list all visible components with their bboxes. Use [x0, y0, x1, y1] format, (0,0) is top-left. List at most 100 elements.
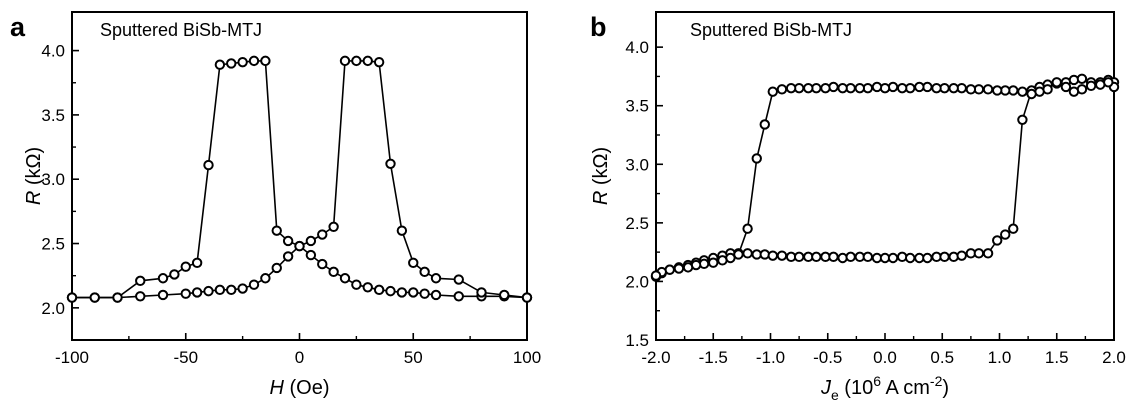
panel-b-series-1-point — [742, 248, 753, 259]
panel-a-series-1-point — [419, 288, 430, 299]
panel-a-series-1-point — [237, 283, 248, 294]
panel-a-series-1-point — [191, 287, 203, 298]
panel-a-series-2-point — [408, 257, 419, 269]
panel-a-series-1-point — [385, 285, 396, 297]
panel-b-series-1-point — [956, 250, 967, 261]
panel-b-series-1-point — [939, 251, 950, 263]
panel-a-series-1-point — [305, 249, 317, 261]
panel-b-series-1-point — [1000, 229, 1011, 240]
panel-b-y-tick-label: 2.0 — [625, 272, 649, 291]
panel-b-series-1-point — [1068, 74, 1080, 86]
panel-a-series-2-point — [499, 289, 510, 301]
panel-b-series-2-point — [776, 84, 788, 95]
panel-b-series-2-point — [1060, 81, 1072, 93]
panel-b-chart: -2.0 -1.5 -1.0 -0.5 0.0 0.5 1.0 1.5 2.0 1.5 2.0 2.5… — [590, 11, 1126, 403]
panel-b-series-1-point — [973, 248, 985, 259]
panel-a-series-2-point — [203, 159, 214, 171]
panel-b-x-tick-label: 2.0 — [1102, 348, 1126, 367]
panel-a-series-1-point — [408, 287, 419, 298]
panel-b-series-2-point — [751, 153, 762, 164]
panel-a-series-2-point — [305, 235, 317, 247]
panel-b-y-tick-label: 1.5 — [625, 331, 649, 350]
panel-a-series-2-point — [191, 257, 203, 269]
panel-a-series-2-point — [419, 266, 430, 278]
panel-a-series-1-point — [180, 288, 191, 299]
panel-a-series-2-point — [260, 55, 271, 67]
panel-a-series-1-point — [271, 262, 282, 274]
panel-b-series-2-point — [948, 82, 959, 94]
panel-b-x-tick-label: -0.5 — [813, 348, 842, 367]
panel-a-y-tick-label: 4.0 — [41, 42, 65, 61]
panel-a-series-1-point — [226, 284, 237, 296]
panel-a-series-2-point — [226, 58, 237, 69]
panel-b-series-1-point — [1008, 223, 1019, 234]
panel-a-annotation: Sputtered BiSb-MTJ — [100, 20, 262, 40]
panel-a-series-2-point — [339, 55, 351, 67]
panel-a-series-1-point — [430, 289, 442, 301]
panel-a-series-2-point — [351, 55, 362, 67]
panel-b-x-tick-label: 0.0 — [873, 348, 897, 367]
panel-b-series-2-line — [655, 81, 1115, 277]
panel-b-series-2-point — [1085, 80, 1097, 92]
panel-a-series-1-point — [203, 285, 214, 297]
panel-b-series-2-point — [879, 82, 891, 94]
panel-a-series-2-point — [476, 287, 487, 298]
panel-b-series-2-point — [698, 258, 710, 270]
panel-b-series-2-point — [803, 82, 814, 94]
panel-b-series-2-point — [1026, 88, 1037, 100]
panel-a-series-1-point — [396, 287, 408, 298]
panel-b-series-2-point — [673, 263, 685, 274]
panel-a-series-2-point — [112, 292, 123, 303]
panel-a-series-1-point — [351, 279, 362, 290]
panel-b-series-1-point — [811, 251, 822, 263]
panel-a-y-axis-title: R (kΩ) — [23, 147, 45, 205]
panel-b-series-2-point — [828, 81, 839, 93]
panel-a-series-2-point — [294, 240, 305, 252]
panel-b-series-1-point — [845, 251, 856, 263]
panel-b-x-tick-label: 1.5 — [1045, 348, 1069, 367]
panel-b-annotation: Sputtered BiSb-MTJ — [690, 20, 852, 40]
panel-a-series-2-point — [89, 292, 100, 303]
panel-b-series-1-point — [759, 249, 770, 260]
panel-a-series-1-point — [135, 291, 146, 302]
panel-b-series-1-point — [828, 251, 839, 263]
panel-b-series-2-point — [1051, 77, 1062, 88]
panel-b-series-1-point — [776, 250, 788, 261]
panel-a-series-2-point — [169, 269, 180, 280]
panel-a-series-2-point — [180, 261, 191, 272]
panel-a-series-2-point — [328, 221, 339, 233]
panel-a-x-tick-label: -50 — [173, 348, 198, 367]
panel-a-y-tick-label: 2.5 — [41, 235, 65, 254]
panel-a-label: a — [10, 12, 26, 42]
panel-a-x-tick-label: -100 — [55, 348, 89, 367]
panel-a-series-1-point — [260, 273, 271, 284]
panel-b-series-2-point — [682, 262, 694, 273]
panel-a-series-2-line — [72, 60, 528, 299]
panel-b-series-1-point — [982, 248, 994, 259]
panel-b-series-1-point — [767, 250, 778, 261]
panel-b-series-2-point — [785, 82, 797, 94]
panel-a-series-2-point — [362, 55, 373, 67]
panel-b-series-2-point — [650, 270, 662, 281]
panel-a-series-1-point — [362, 282, 373, 293]
panel-b-series-2-point — [1095, 79, 1106, 90]
panel-a-series-1-point — [373, 284, 385, 296]
panel-b-series-2-point — [708, 257, 719, 268]
panel-a-series-2-point — [271, 225, 282, 236]
panel-b-x-tick-label: -1.0 — [756, 348, 785, 367]
panel-a-series-1-point — [214, 284, 226, 296]
panel-a-series-2-point — [282, 235, 294, 247]
panel-a-series-1-point — [317, 258, 328, 270]
panel-b-series-2-point — [914, 81, 925, 93]
panel-b-y-tick-label: 2.5 — [625, 214, 649, 233]
panel-a-series-1-line — [72, 245, 528, 299]
panel-b-series-2-point — [896, 82, 908, 94]
panel-b-series-1-point — [862, 251, 874, 263]
panel-a-series-2-point — [237, 56, 248, 68]
panel-b-y-tick-label: 3.0 — [625, 155, 649, 174]
panel-b-series-2-point — [854, 82, 866, 94]
panel-a-x-axis-title: H (Oe) — [269, 377, 329, 399]
panel-b-series-2-point — [717, 255, 728, 266]
panel-a-series-1-point — [328, 266, 339, 278]
